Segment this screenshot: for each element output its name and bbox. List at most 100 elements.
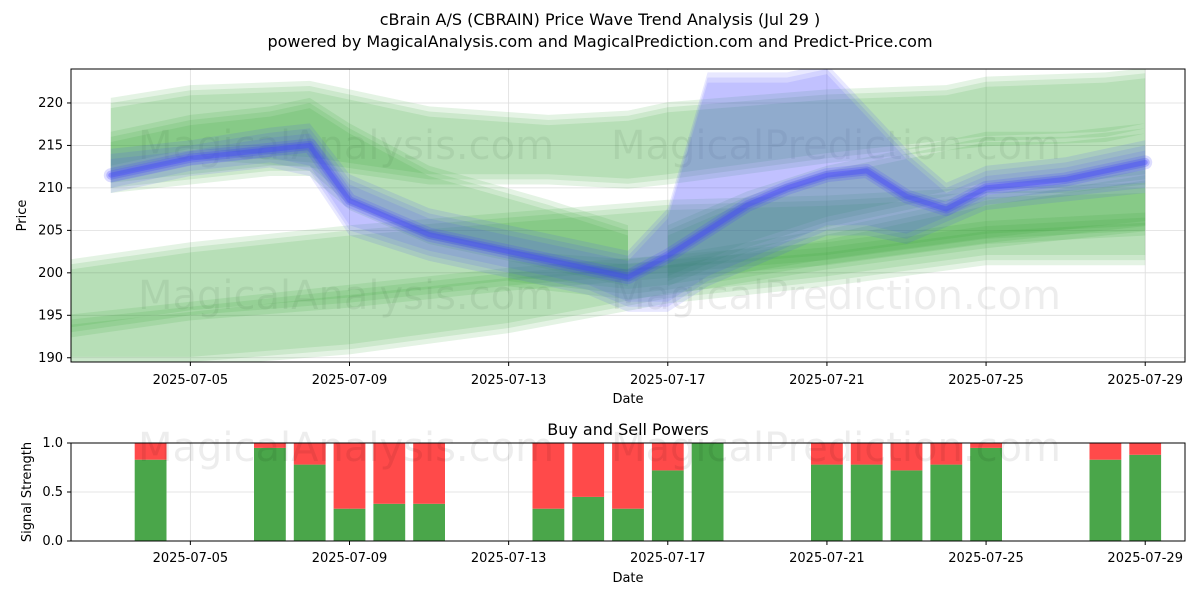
y-tick-label: 205 — [38, 223, 63, 238]
watermark-text: MagicalAnalysis.com — [138, 123, 554, 169]
green-rising-band — [508, 175, 1146, 295]
x-tick-label: 2025-07-29 — [1107, 551, 1183, 566]
sell-power-bar — [970, 443, 1002, 448]
chart-subtitle: powered by MagicalAnalysis.com and Magic… — [267, 32, 933, 51]
x-tick-label: 2025-07-05 — [153, 373, 229, 388]
green-upper-band — [110, 78, 1146, 189]
x-tick-label: 2025-07-21 — [789, 373, 865, 388]
y-tick-label: 0.0 — [42, 534, 63, 549]
buy-power-bar — [532, 508, 565, 541]
y-axis-label: Price — [15, 200, 30, 232]
green-upper-band — [110, 69, 1146, 179]
x-tick-label: 2025-07-09 — [312, 373, 388, 388]
sell-power-bar — [930, 443, 963, 465]
x-tick-label: 2025-07-29 — [1107, 373, 1183, 388]
sell-power-bar — [612, 443, 644, 509]
sell-power-bar — [811, 443, 843, 465]
blue-wave-band — [110, 69, 1146, 302]
x-tick-label: 2025-07-17 — [630, 551, 706, 566]
buy-power-bar — [333, 508, 366, 541]
green-upper-band — [110, 73, 1146, 184]
y-tick-label: 220 — [38, 96, 63, 111]
buy-power-bar — [373, 503, 406, 541]
plot-frame — [70, 68, 1186, 363]
sell-power-bar — [413, 443, 445, 504]
buy-power-bar — [293, 464, 326, 541]
y-tick-label: 0.5 — [42, 485, 63, 500]
blue-price-line — [108, 142, 1148, 280]
buy-power-bar — [930, 464, 963, 541]
green-upper-band-2 — [110, 103, 629, 282]
buy-power-bar — [970, 447, 1002, 541]
blue-wave-band — [110, 74, 1146, 312]
watermark-text: MagicalPrediction.com — [611, 273, 1061, 319]
buy-power-bar — [612, 508, 644, 541]
green-upper-band-2 — [110, 108, 629, 287]
x-tick-label: 2025-07-25 — [948, 373, 1024, 388]
green-right-band — [667, 123, 1146, 277]
sell-power-bar — [1129, 443, 1162, 455]
green-rising-band — [508, 170, 1146, 289]
sell-power-bar — [890, 443, 923, 471]
sell-power-bar — [254, 443, 286, 448]
x-axis-label: Date — [612, 571, 643, 586]
x-tick-label: 2025-07-05 — [153, 551, 229, 566]
buy-power-bar — [811, 464, 843, 541]
green-upper-band-2 — [110, 97, 629, 277]
y-tick-label: 215 — [38, 138, 63, 153]
sell-power-bar — [333, 443, 366, 509]
green-low-band — [71, 212, 1146, 328]
x-axis-label: Date — [612, 392, 643, 407]
y-tick-label: 195 — [38, 308, 63, 323]
buy-power-bar — [651, 470, 684, 541]
sell-power-bar — [1089, 443, 1122, 460]
watermark-text: MagicalAnalysis.com — [138, 425, 554, 471]
y-tick-label: 200 — [38, 266, 63, 281]
green-low-band — [71, 217, 1146, 333]
plot-area — [71, 69, 1185, 362]
x-tick-label: 2025-07-21 — [789, 551, 865, 566]
green-low-band — [71, 222, 1146, 338]
x-tick-label: 2025-07-17 — [630, 373, 706, 388]
sell-power-bar — [850, 443, 883, 465]
y-tick-label: 190 — [38, 351, 63, 366]
buy-power-bar — [572, 496, 605, 541]
blue-wave-band — [110, 69, 1146, 307]
buy-power-bar — [1089, 459, 1122, 541]
watermark-text: MagicalPrediction.com — [611, 425, 1061, 471]
buy-power-bar — [1129, 454, 1162, 541]
sell-power-bar — [532, 443, 565, 509]
chart-title: cBrain A/S (CBRAIN) Price Wave Trend Ana… — [379, 10, 821, 29]
watermark-text: MagicalPrediction.com — [611, 123, 1061, 169]
x-tick-label: 2025-07-25 — [948, 551, 1024, 566]
green-mid-band — [71, 187, 1146, 362]
y-tick-label: 210 — [38, 181, 63, 196]
green-mid-band — [71, 182, 1146, 357]
blue-price-line — [106, 140, 1150, 282]
sell-power-bar — [572, 443, 605, 497]
buy-sell-power-chart: MagicalAnalysis.com MagicalPrediction.com… — [20, 420, 1186, 586]
bottom-chart-title: Buy and Sell Powers — [547, 420, 709, 439]
x-tick-label: 2025-07-13 — [471, 373, 547, 388]
green-right-band — [667, 128, 1146, 282]
sell-power-bar — [293, 443, 326, 465]
buy-power-bar — [890, 470, 923, 541]
green-mid-band — [71, 193, 1146, 362]
sell-power-bar — [373, 443, 406, 504]
buy-power-bar — [413, 503, 445, 541]
watermark-text: MagicalAnalysis.com — [138, 273, 554, 319]
blue-price-line — [103, 138, 1153, 285]
green-rising-band — [508, 180, 1146, 300]
x-tick-label: 2025-07-09 — [312, 551, 388, 566]
buy-power-bar — [850, 464, 883, 541]
buy-power-bar — [691, 443, 724, 541]
buy-power-bar — [134, 459, 167, 541]
x-tick-label: 2025-07-13 — [471, 551, 547, 566]
green-right-band — [667, 133, 1146, 287]
sell-power-bar — [134, 443, 167, 460]
sell-power-bar — [651, 443, 684, 471]
price-wave-chart: MagicalAnalysis.com MagicalPrediction.com… — [15, 68, 1186, 407]
y-axis-label: Signal Strength — [20, 442, 35, 542]
